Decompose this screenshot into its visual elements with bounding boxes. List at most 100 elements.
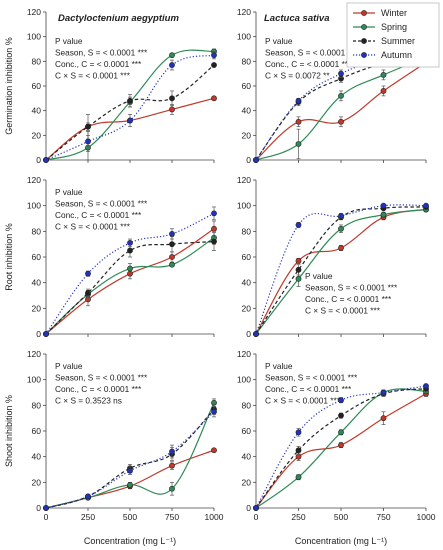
x-tick-label: 1000 [417,512,436,522]
data-point-summer [211,238,217,245]
x-axis-label: Concentration (mg L⁻¹) [84,536,176,546]
stats-annotation: P value [305,271,333,281]
data-point-autumn [127,239,133,246]
stats-annotation: C × S = < 0.0001 *** [55,222,131,232]
data-point-autumn [43,505,49,511]
data-point-spring [127,481,133,488]
y-tick-label: 0 [36,503,41,513]
y-tick-label: 60 [32,81,42,91]
stats-annotation: C × S = < 0.0001 *** [305,306,381,316]
data-point-autumn [338,213,344,219]
data-point-winter [169,106,175,113]
data-point-autumn [295,97,302,104]
data-point-winter [211,95,217,102]
data-point-autumn [423,383,429,389]
legend-marker-summer [361,38,367,44]
data-point-summer [127,247,133,254]
x-tick-label: 250 [81,512,95,522]
data-point-winter [295,257,302,264]
x-tick-label: 500 [123,512,137,522]
y-tick-label: 80 [32,400,42,410]
stats-annotation: Season, S = < 0.0001 *** [265,48,358,58]
x-axis-label: Concentration (mg L⁻¹) [295,536,387,546]
stats-annotation: C × S = 0.3523 ns [55,396,122,406]
x-tick-label: 500 [334,512,348,522]
stats-annotation: Conc., C = < 0.0001 *** [55,384,142,394]
data-point-autumn [85,493,91,500]
data-point-winter [380,415,387,422]
stats-annotation: Season, S = < 0.0001 *** [305,283,398,293]
data-point-spring [127,265,133,272]
data-point-autumn [169,448,175,455]
y-tick-label: 100 [27,375,41,385]
chart-panel-3: 0 20 40 60 80 100 120 Root inhibition % P value S… [4,175,217,339]
stats-annotation: Conc., C = < 0.0001 *** [55,210,142,220]
stats-annotation: Conc., C = < 0.0001 *** [265,384,352,394]
x-tick-label: 0 [254,512,259,522]
stats-annotation: Season, S = < 0.0001 *** [265,373,358,383]
data-point-spring [169,261,175,268]
stats-annotation: P value [265,361,293,371]
data-point-spring [338,429,344,436]
legend: Winter Spring Summer Autumn [346,2,440,68]
data-point-autumn [380,389,387,396]
data-point-winter [211,225,217,232]
stats-annotation: P value [55,361,83,371]
y-tick-label: 20 [242,303,252,313]
data-point-autumn [253,157,259,163]
data-point-summer [85,123,91,130]
y-tick-label: 0 [246,155,251,165]
series-line-spring [45,402,215,509]
data-point-winter [169,462,175,469]
data-point-winter [380,88,387,94]
y-tick-label: 40 [242,278,252,288]
data-point-autumn [169,230,175,237]
y-tick-label: 80 [32,56,42,66]
y-tick-label: 40 [32,278,42,288]
data-point-summer [338,412,344,419]
y-tick-label: 60 [242,426,252,436]
data-point-winter [338,442,344,449]
chart-panel-2: 0 20 40 60 80 100 120 Lactuca sativa P value Seas… [237,7,429,165]
y-axis-label: Germination inhibition % [4,37,14,135]
y-tick-label: 20 [32,477,42,487]
data-point-spring [295,275,302,282]
stats-annotation: Conc., C = < 0.0001 *** [305,294,392,304]
y-tick-label: 80 [242,226,252,236]
data-point-autumn [127,467,133,474]
legend-label-winter: Winter [381,8,407,18]
legend-label-autumn: Autumn [381,50,412,60]
stats-annotation: P value [55,187,83,197]
y-tick-label: 40 [32,106,42,116]
y-tick-label: 120 [237,349,251,359]
y-tick-label: 20 [32,303,42,313]
data-point-summer [295,266,302,273]
y-tick-label: 40 [242,106,252,116]
data-point-summer [169,241,175,248]
y-tick-label: 80 [242,400,252,410]
data-point-summer [85,290,91,296]
y-tick-label: 0 [246,329,251,339]
y-tick-label: 60 [242,81,252,91]
y-tick-label: 0 [36,155,41,165]
stats-annotation: Season, S = < 0.0001 *** [55,373,148,383]
data-point-winter [211,447,217,454]
y-tick-label: 20 [242,130,252,140]
y-tick-label: 120 [27,349,41,359]
series-line-winter [45,449,215,509]
data-point-autumn [43,331,49,337]
y-tick-label: 0 [36,329,41,339]
data-point-autumn [43,157,49,163]
data-point-autumn [295,222,302,228]
legend-marker-autumn [361,52,367,58]
data-point-summer [211,62,217,68]
data-point-spring [169,485,175,492]
data-point-spring [338,225,344,232]
series-line-autumn [255,52,427,161]
y-tick-label: 100 [27,32,41,42]
data-point-autumn [211,52,217,59]
stats-annotation: Season, S = < 0.0001 *** [55,48,148,58]
data-point-winter [295,453,302,460]
chart-panel-1: 0 20 40 60 80 100 120 Germination inhibition % D… [4,7,217,165]
